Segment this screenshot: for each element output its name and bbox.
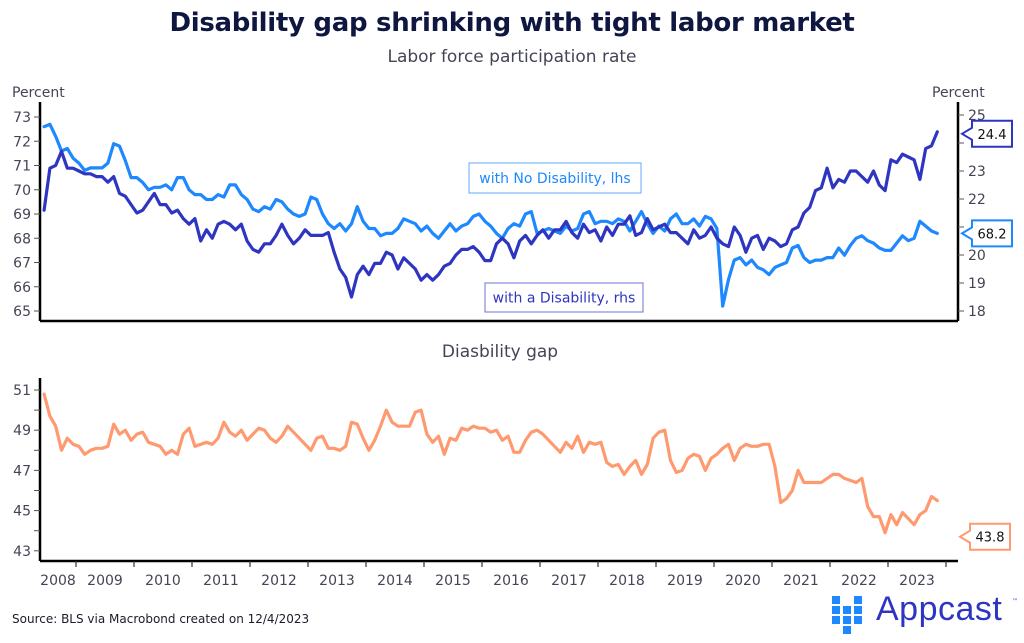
left-y-tick-label: 72 xyxy=(13,134,31,150)
x-tick-label: 2011 xyxy=(203,573,239,589)
last-value-label-gap-box xyxy=(958,522,1011,551)
last-value-label-no-disability: 68.2 xyxy=(978,227,1007,242)
right-y-tick-label: 22 xyxy=(968,192,986,208)
chart-subtitle: Labor force participation rate xyxy=(387,47,637,67)
left-axis-unit-label: Percent xyxy=(12,85,65,101)
last-value-label-no-disability-box xyxy=(960,219,1013,248)
x-tick-label: 2009 xyxy=(87,573,123,589)
gap-y-tick-label: 49 xyxy=(13,423,31,439)
legend-label-with-disability: with a Disability, rhs xyxy=(493,291,636,307)
left-y-tick-label: 67 xyxy=(13,256,31,272)
right-y-tick-label: 23 xyxy=(968,164,986,180)
bottom-panel: 43 45 47 49 51 2008 2009 2010 2011 2012 2013 2014 20… xyxy=(13,378,1011,589)
x-tick-label: 2017 xyxy=(551,573,587,589)
legend-box xyxy=(468,162,642,194)
series-line-disability-gap xyxy=(42,392,939,535)
x-tick-label: 2014 xyxy=(377,573,413,589)
gap-y-tick-label: 51 xyxy=(13,383,31,399)
chart-title: Disability gap shrinking with tight labo… xyxy=(169,8,855,38)
x-tick-label: 2012 xyxy=(261,573,297,589)
x-tick-label: 2022 xyxy=(841,573,877,589)
x-tick-label: 2008 xyxy=(40,573,76,589)
gap-y-tick-label: 45 xyxy=(13,504,31,520)
left-y-tick-label: 65 xyxy=(13,304,31,320)
x-tick-label: 2010 xyxy=(145,573,181,589)
right-y-tick-label: 18 xyxy=(968,304,986,320)
left-y-tick-label: 68 xyxy=(13,231,31,247)
left-y-tick-label: 69 xyxy=(13,207,31,223)
right-axis-unit-label: Percent xyxy=(932,85,985,101)
x-tick-label: 2015 xyxy=(435,573,471,589)
left-y-tick-label: 66 xyxy=(13,280,31,296)
left-y-tick-label: 73 xyxy=(13,110,31,126)
last-value-label-with-disability-box xyxy=(960,119,1013,148)
logo-square xyxy=(843,616,851,624)
gap-y-tick-label: 47 xyxy=(13,463,31,479)
right-y-tick-label: 20 xyxy=(968,248,986,264)
logo-trademark: ™ xyxy=(1012,598,1018,605)
gap-panel-title: Diasbility gap xyxy=(441,342,559,362)
logo-wordmark: Appcast xyxy=(876,590,1003,628)
left-y-tick-label: 70 xyxy=(13,183,31,199)
x-tick-label: 2013 xyxy=(319,573,355,589)
legend-label-no-disability: with No Disability, lhs xyxy=(479,171,630,187)
series-line-no-disability xyxy=(42,122,939,308)
source-note: Source: BLS via Macrobond created on 12/… xyxy=(12,612,310,626)
logo-square xyxy=(854,596,862,604)
gap-y-tick-label: 43 xyxy=(13,544,31,560)
legend-box xyxy=(484,282,644,313)
series-line-with-disability xyxy=(42,130,939,299)
logo-square xyxy=(832,596,840,604)
right-y-tick-label: 19 xyxy=(968,276,986,292)
logo-square xyxy=(854,606,862,614)
x-tick-label: 2023 xyxy=(899,573,935,589)
x-tick-label: 2016 xyxy=(493,573,529,589)
last-value-label-with-disability: 24.4 xyxy=(978,128,1007,143)
last-value-label-gap: 43.8 xyxy=(976,531,1005,546)
x-tick-label: 2019 xyxy=(667,573,703,589)
left-y-tick-label: 71 xyxy=(13,159,31,175)
logo-square xyxy=(854,616,862,624)
logo-square xyxy=(843,606,851,614)
x-tick-label: 2021 xyxy=(783,573,819,589)
logo-square xyxy=(832,606,840,614)
logo-square xyxy=(843,626,851,634)
logo-square xyxy=(832,616,840,624)
x-tick-label: 2020 xyxy=(725,573,761,589)
x-tick-label: 2018 xyxy=(609,573,645,589)
